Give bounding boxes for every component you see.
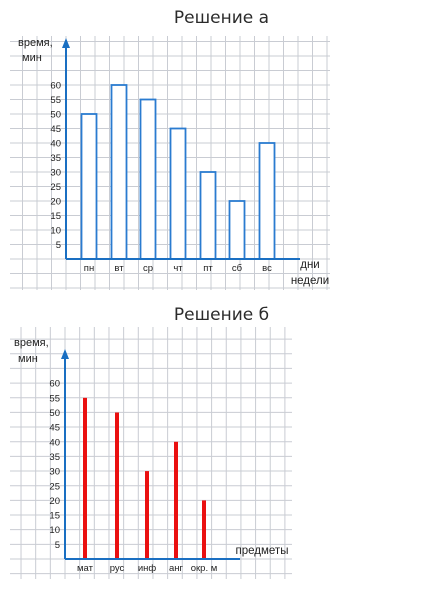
chart-a-xlabel: недели	[291, 275, 329, 287]
chart-b-bar-4	[202, 500, 206, 560]
chart-b-bar-0	[83, 397, 87, 560]
chart-b-bar-1	[115, 412, 119, 560]
chart-b-ytick-label: 15	[49, 511, 60, 522]
chart-b-heading: Решение б	[173, 305, 270, 325]
chart-b-y-axis-arrow	[61, 349, 69, 359]
chart-a-category-label: сб	[232, 263, 243, 274]
chart-a-ylabel: мин	[22, 52, 42, 64]
chart-b-ytick-label: 20	[49, 496, 60, 507]
chart-a-ytick-label: 25	[50, 182, 61, 193]
chart-a-bar-пт	[199, 171, 217, 260]
chart-a-bar-вс	[258, 142, 276, 260]
chart-a-ytick-label: 40	[50, 139, 61, 150]
chart-a-ytick-label: 35	[50, 153, 61, 164]
chart-a-category-label: пн	[84, 263, 94, 274]
chart-b-category-label: анг	[169, 563, 184, 574]
chart-a-ytick-label: 30	[50, 168, 61, 179]
chart-a-category-label: чт	[173, 263, 183, 274]
chart-a-bar-пн	[80, 113, 98, 260]
chart-b-ytick-label: 55	[49, 393, 60, 404]
chart-a-bar-ср	[139, 98, 157, 260]
chart-a-ytick-label: 60	[50, 81, 61, 92]
chart-a-category-label: вс	[262, 263, 272, 274]
chart-a-ytick-label: 5	[56, 240, 61, 251]
chart-b-ylabel: мин	[18, 353, 38, 365]
chart-b-ytick-label: 35	[49, 452, 60, 463]
chart-a-bar-чт	[169, 127, 187, 260]
chart-b-category-label: мат	[77, 563, 94, 574]
chart-b-ytick-label: 10	[49, 525, 60, 536]
chart-a-ytick-label: 10	[50, 226, 61, 237]
chart-b-ytick-label: 45	[49, 423, 60, 434]
chart-a-category-label: вт	[114, 263, 124, 274]
chart-b-category-label: окр. м	[191, 563, 218, 574]
chart-a-y-axis-arrow	[62, 38, 70, 48]
chart-a-heading: Решение а	[173, 8, 270, 28]
chart-b-category-label: рус	[110, 563, 125, 574]
chart-b-ytick-label: 50	[49, 408, 60, 419]
chart-a-bar-вт	[110, 84, 128, 260]
chart-a-ytick-label: 50	[50, 110, 61, 121]
chart-b-ytick-label: 25	[49, 481, 60, 492]
chart-a: 5 10 15 20 25 30 35 40 45 50 55 60 пн вт ср чт пт сб вс вре…	[10, 36, 330, 290]
chart-b-bar-2	[145, 471, 149, 560]
chart-b-ylabel: время,	[14, 337, 49, 349]
chart-b-ytick-label: 60	[49, 379, 60, 390]
chart-a-ytick-label: 20	[50, 197, 61, 208]
chart-a-ytick-label: 55	[50, 95, 61, 106]
chart-b: 5 10 15 20 25 30 35 40 45 50 55 60 мат рус инф анг окр. …	[10, 327, 292, 579]
chart-b-ytick-label: 40	[49, 437, 60, 448]
chart-a-category-label: ср	[143, 263, 153, 274]
chart-a-category-label: пт	[203, 263, 213, 274]
chart-b-bar-3	[174, 441, 178, 560]
chart-a-ylabel: время,	[18, 37, 53, 49]
chart-a-ytick-label: 45	[50, 124, 61, 135]
chart-a-bar-сб	[228, 200, 246, 260]
chart-b-xlabel: предметы	[236, 545, 289, 557]
chart-a-ytick-label: 15	[50, 211, 61, 222]
chart-b-ytick-label: 5	[55, 540, 60, 551]
chart-b-grid	[10, 327, 292, 579]
chart-b-category-label: инф	[138, 563, 157, 574]
chart-a-xlabel: дни	[300, 259, 320, 271]
chart-b-ytick-label: 30	[49, 467, 60, 478]
